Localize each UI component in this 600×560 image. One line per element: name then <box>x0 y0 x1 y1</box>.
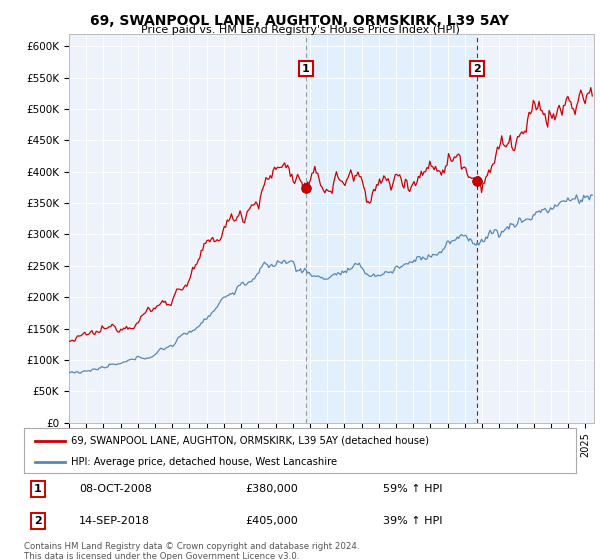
Text: Contains HM Land Registry data © Crown copyright and database right 2024.
This d: Contains HM Land Registry data © Crown c… <box>24 542 359 560</box>
Text: 69, SWANPOOL LANE, AUGHTON, ORMSKIRK, L39 5AY (detached house): 69, SWANPOOL LANE, AUGHTON, ORMSKIRK, L3… <box>71 436 429 446</box>
Text: 39% ↑ HPI: 39% ↑ HPI <box>383 516 442 526</box>
Text: 08-OCT-2008: 08-OCT-2008 <box>79 484 152 494</box>
Text: £405,000: £405,000 <box>245 516 298 526</box>
Text: 1: 1 <box>34 484 41 494</box>
Text: 1: 1 <box>302 64 310 73</box>
Text: Price paid vs. HM Land Registry's House Price Index (HPI): Price paid vs. HM Land Registry's House … <box>140 25 460 35</box>
Text: HPI: Average price, detached house, West Lancashire: HPI: Average price, detached house, West… <box>71 457 337 467</box>
Bar <box>306 34 477 423</box>
Text: 69, SWANPOOL LANE, AUGHTON, ORMSKIRK, L39 5AY: 69, SWANPOOL LANE, AUGHTON, ORMSKIRK, L3… <box>91 14 509 28</box>
Text: 2: 2 <box>473 64 481 73</box>
Text: 2: 2 <box>34 516 41 526</box>
Text: 59% ↑ HPI: 59% ↑ HPI <box>383 484 442 494</box>
Text: £380,000: £380,000 <box>245 484 298 494</box>
Text: 14-SEP-2018: 14-SEP-2018 <box>79 516 150 526</box>
